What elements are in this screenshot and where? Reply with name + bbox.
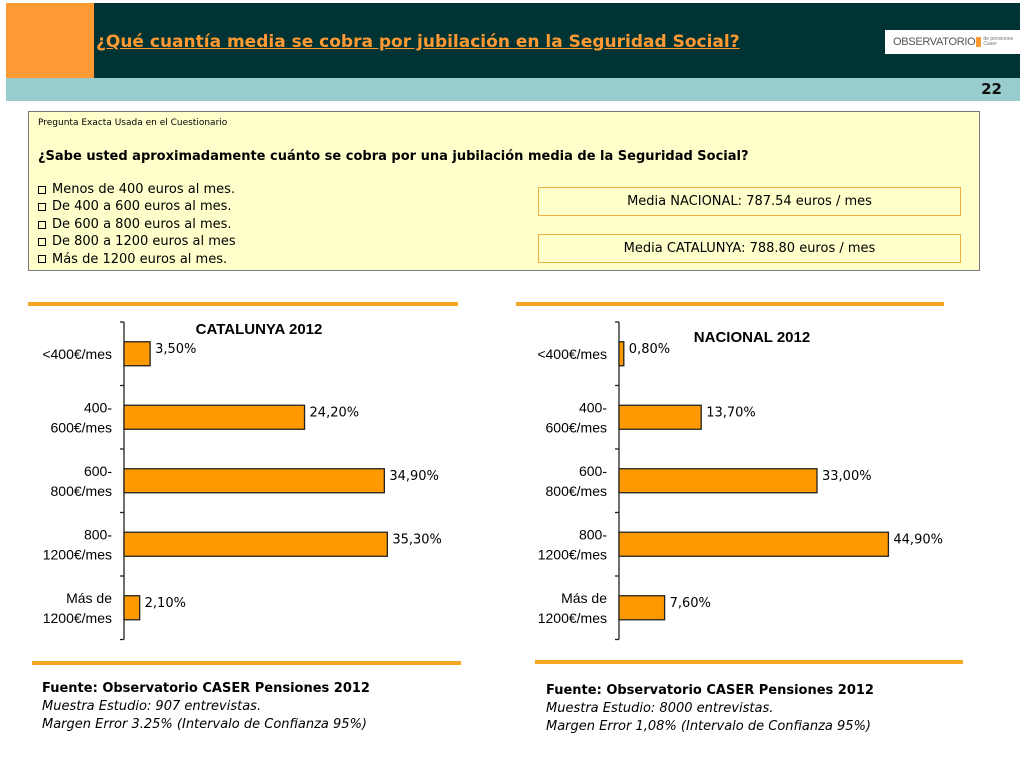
category-label: Más de [66,590,112,606]
bar [123,468,386,494]
bar [123,531,388,557]
category-label: 1200€/mes [538,610,607,626]
checkbox-icon [38,203,46,212]
source-margen: Margen Error 3.25% (Intervalo de Confian… [42,717,367,732]
bar [123,404,306,430]
question-text: ¿Sabe usted aproximadamente cuánto se co… [38,149,749,164]
chart-title: CATALUNYA 2012 [196,321,323,338]
category-label: 600- [84,463,112,479]
source-nacional: Fuente: Observatorio CASER Pensiones 201… [546,682,874,736]
checkbox-icon [38,237,46,246]
source-margen: Margen Error 1,08% (Intervalo de Confian… [546,719,871,734]
data-label: 35,30% [392,532,442,547]
data-label: 7,60% [670,596,711,611]
bar [618,595,666,621]
data-label: 33,00% [822,469,872,484]
category-label: 600€/mes [51,419,112,435]
logo-sub-1: de pensiones [983,36,1014,42]
logo-mark-icon [976,37,982,47]
bar [618,341,625,367]
option-label: De 600 a 800 euros al mes. [52,216,232,232]
option-item: De 400 a 600 euros al mes. [38,198,236,215]
option-label: De 800 a 1200 euros al mes [52,234,236,250]
header-accent-block [6,3,94,78]
option-item: Menos de 400 euros al mes. [38,181,236,198]
source-muestra: Muestra Estudio: 907 entrevistas. [42,699,262,714]
option-label: De 400 a 600 euros al mes. [52,199,232,215]
checkbox-icon [38,220,46,229]
page-number: 22 [981,80,1002,98]
logo-sub: de pensiones Caser [983,37,1013,47]
category-label: 600€/mes [546,419,607,435]
category-label: 800- [579,526,607,542]
category-label: 400- [579,399,607,415]
category-label: 800€/mes [546,483,607,499]
category-label: 800- [84,526,112,542]
data-label: 34,90% [389,469,439,484]
bar [123,341,151,367]
header-bar [94,3,1020,78]
page-title: ¿Qué cuantía media se cobra por jubilaci… [96,32,740,52]
chart-catalunya: CATALUNYA 2012 3,50% <400€/mes 24,20% 400- 60… [20,312,460,652]
category-label: 1200€/mes [43,610,112,626]
source-muestra: Muestra Estudio: 8000 entrevistas. [546,701,774,716]
checkbox-icon [38,255,46,264]
question-options: Menos de 400 euros al mes. De 400 a 600 … [38,181,236,268]
category-label: <400€/mes [42,346,112,362]
option-item: Más de 1200 euros al mes. [38,251,236,268]
mean-nacional-box: Media NACIONAL: 787.54 euros / mes [538,187,961,216]
option-label: Más de 1200 euros al mes. [52,251,228,267]
chart-nacional-svg: NACIONAL 2012 0,80% <400€/mes 13,70% 400- 600… [537,321,943,641]
data-label: 0,80% [629,342,670,357]
header-band [6,78,1020,101]
data-label: 24,20% [310,405,360,420]
bar [618,531,890,557]
data-label: 44,90% [893,532,943,547]
category-label: 400- [84,399,112,415]
chart-top-rule-nacional [516,302,944,306]
mean-catalunya-box: Media CATALUNYA: 788.80 euros / mes [538,234,961,263]
bar [618,404,702,430]
chart-title: NACIONAL 2012 [694,329,810,346]
source-catalunya: Fuente: Observatorio CASER Pensiones 201… [42,680,370,734]
data-label: 13,70% [706,405,756,420]
logo-sub-2: Caser [983,41,997,47]
category-label: <400€/mes [537,346,607,362]
question-label: Pregunta Exacta Usada en el Cuestionario [38,118,228,128]
bar [618,468,818,494]
chart-bottom-rule-nacional [535,660,963,664]
category-label: 600- [579,463,607,479]
category-label: 800€/mes [51,483,112,499]
observatorio-logo: OBSERVATORIO de pensiones Caser [885,30,1020,54]
chart-bottom-rule-catalunya [32,661,461,665]
bar [123,595,141,621]
logo-word: OBSERVATORIO [893,36,976,48]
data-label: 2,10% [145,596,186,611]
chart-top-rule-catalunya [28,302,458,306]
chart-nacional: NACIONAL 2012 0,80% <400€/mes 13,70% 400- 600… [515,312,955,652]
category-label: Más de [561,590,607,606]
option-item: De 600 a 800 euros al mes. [38,216,236,233]
category-label: 1200€/mes [43,546,112,562]
source-fuente: Fuente: Observatorio CASER Pensiones 201… [546,683,874,698]
checkbox-icon [38,185,46,194]
question-box: Pregunta Exacta Usada en el Cuestionario… [28,111,980,271]
option-item: De 800 a 1200 euros al mes [38,233,236,250]
data-label: 3,50% [155,342,196,357]
source-fuente: Fuente: Observatorio CASER Pensiones 201… [42,681,370,696]
option-label: Menos de 400 euros al mes. [52,182,236,197]
category-label: 1200€/mes [538,546,607,562]
